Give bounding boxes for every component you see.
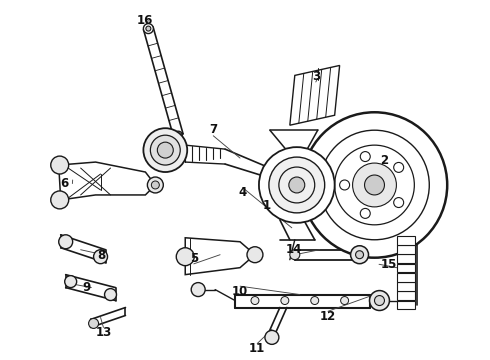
Circle shape <box>374 296 385 306</box>
FancyBboxPatch shape <box>397 291 416 300</box>
Circle shape <box>290 250 300 260</box>
Circle shape <box>365 175 385 195</box>
Text: 3: 3 <box>312 69 320 82</box>
Circle shape <box>104 289 117 301</box>
Circle shape <box>59 235 73 249</box>
Circle shape <box>174 131 182 139</box>
FancyBboxPatch shape <box>397 301 416 310</box>
Text: 15: 15 <box>381 258 397 271</box>
Text: 8: 8 <box>97 249 105 262</box>
Text: 13: 13 <box>96 326 112 339</box>
Circle shape <box>356 251 364 259</box>
Circle shape <box>300 173 310 183</box>
Circle shape <box>150 135 180 165</box>
Circle shape <box>51 191 69 209</box>
Text: 6: 6 <box>60 177 69 190</box>
Circle shape <box>251 297 259 305</box>
Circle shape <box>51 156 69 174</box>
Text: 2: 2 <box>380 154 388 167</box>
Circle shape <box>144 24 153 33</box>
FancyBboxPatch shape <box>397 264 416 273</box>
Text: 12: 12 <box>320 310 336 323</box>
Circle shape <box>369 291 390 310</box>
Circle shape <box>65 276 76 288</box>
Circle shape <box>176 248 194 266</box>
Circle shape <box>393 162 404 172</box>
Text: 1: 1 <box>263 199 271 212</box>
FancyBboxPatch shape <box>397 245 416 254</box>
Circle shape <box>289 177 305 193</box>
Text: 10: 10 <box>232 285 248 298</box>
Text: 9: 9 <box>82 281 91 294</box>
Circle shape <box>265 330 279 345</box>
FancyBboxPatch shape <box>397 254 416 263</box>
Circle shape <box>157 142 173 158</box>
Circle shape <box>94 250 107 264</box>
Circle shape <box>89 319 98 328</box>
Circle shape <box>360 152 370 162</box>
Text: 11: 11 <box>249 342 265 355</box>
Circle shape <box>281 297 289 305</box>
Circle shape <box>269 157 325 213</box>
Circle shape <box>341 297 348 305</box>
FancyBboxPatch shape <box>397 282 416 291</box>
Circle shape <box>144 128 187 172</box>
Text: 7: 7 <box>209 123 218 136</box>
Circle shape <box>340 180 349 190</box>
Polygon shape <box>59 162 155 200</box>
Circle shape <box>360 208 370 219</box>
Circle shape <box>289 162 321 194</box>
Text: 14: 14 <box>286 243 302 256</box>
Circle shape <box>146 26 151 31</box>
Circle shape <box>393 198 404 207</box>
Circle shape <box>247 247 263 263</box>
Text: 16: 16 <box>137 14 153 27</box>
Circle shape <box>295 168 315 188</box>
Text: 5: 5 <box>190 252 198 265</box>
FancyBboxPatch shape <box>397 236 416 245</box>
Polygon shape <box>290 66 340 125</box>
Circle shape <box>259 147 335 223</box>
Circle shape <box>302 112 447 258</box>
Text: 4: 4 <box>239 186 246 199</box>
Circle shape <box>350 246 368 264</box>
Polygon shape <box>185 238 255 275</box>
Circle shape <box>151 181 159 189</box>
Circle shape <box>311 297 319 305</box>
Circle shape <box>147 177 163 193</box>
Circle shape <box>191 283 205 297</box>
FancyBboxPatch shape <box>397 273 416 282</box>
Circle shape <box>353 163 396 207</box>
